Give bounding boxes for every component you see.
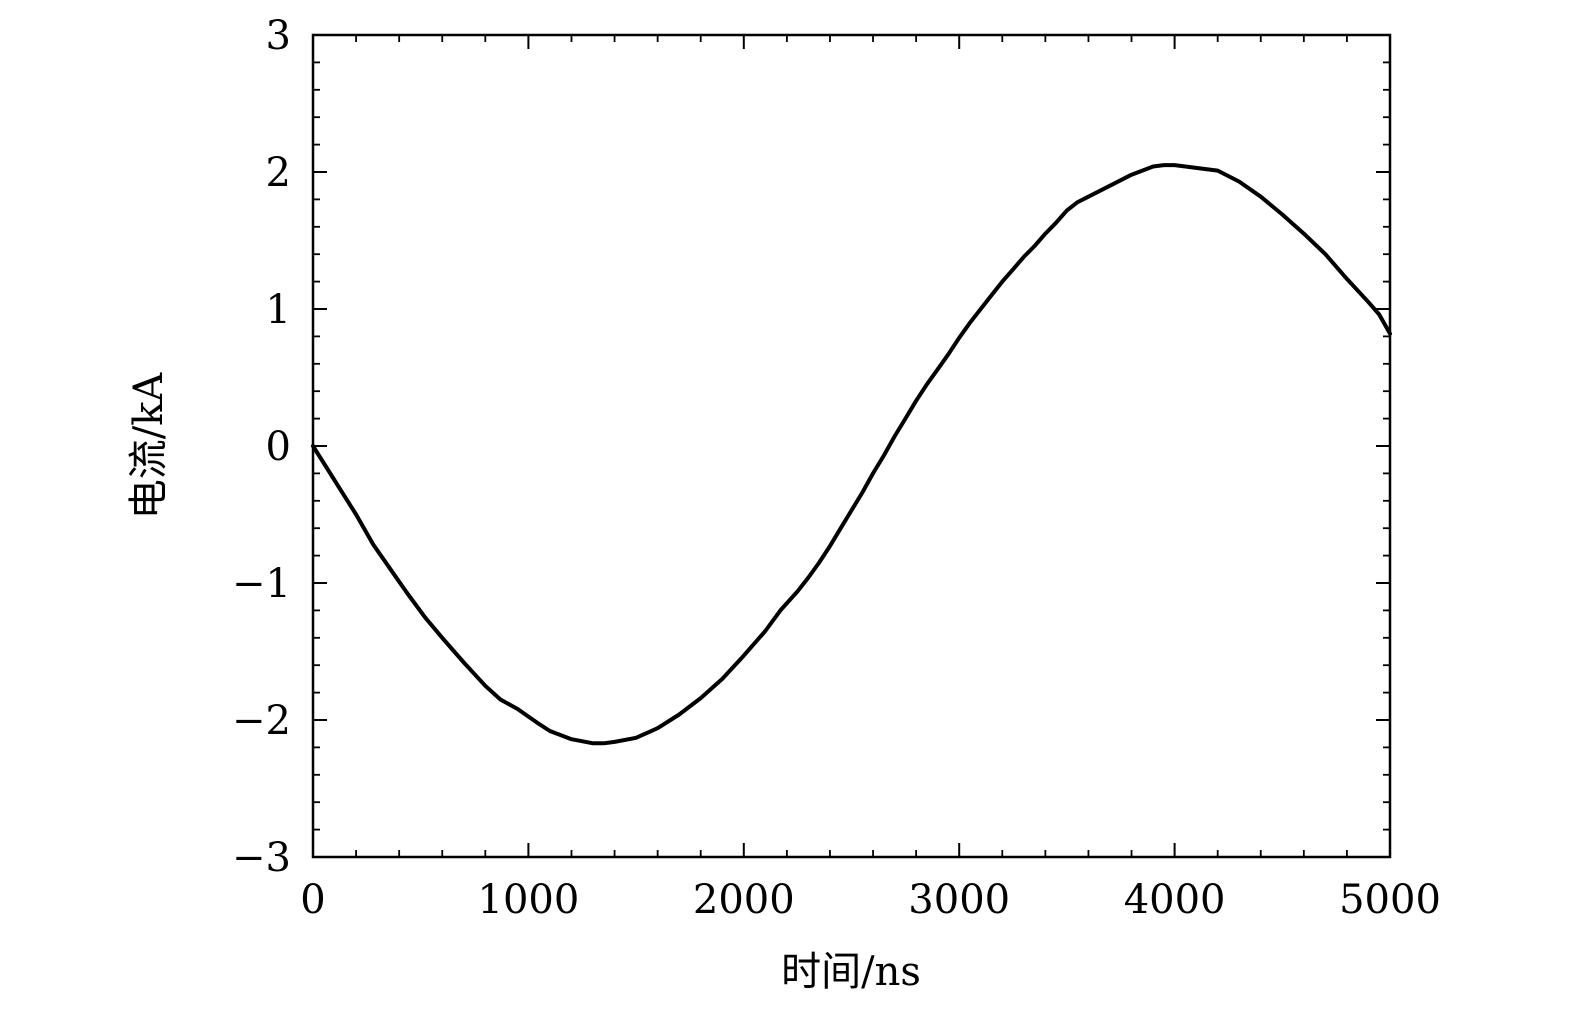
y-tick-label: 1: [266, 287, 291, 333]
y-tick-label: −1: [232, 561, 291, 607]
y-tick-labels: 3 2 1 0 −1 −2 −3: [232, 13, 291, 881]
y-tick-label: 2: [266, 150, 291, 196]
x-tick-label: 5000: [1339, 877, 1441, 923]
y-tick-label: 3: [266, 13, 291, 59]
x-tick-label: 1000: [478, 877, 580, 923]
x-tick-label: 0: [300, 877, 325, 923]
x-axis-label: 时间/ns: [781, 949, 921, 995]
y-tick-label: 0: [266, 424, 291, 470]
x-tick-labels: 0 1000 2000 3000 4000 5000: [300, 877, 1441, 923]
current-series-line: [311, 163, 1392, 746]
y-axis-label: 电流/kA: [126, 372, 172, 520]
plot-frame: [311, 33, 1392, 859]
major-ticks: [312, 34, 1391, 858]
x-tick-label: 4000: [1124, 877, 1226, 923]
minor-ticks: [313, 35, 1390, 857]
y-tick-label: −3: [232, 835, 291, 881]
y-tick-label: −2: [232, 698, 291, 744]
x-tick-label: 2000: [693, 877, 795, 923]
x-tick-label: 3000: [908, 877, 1010, 923]
